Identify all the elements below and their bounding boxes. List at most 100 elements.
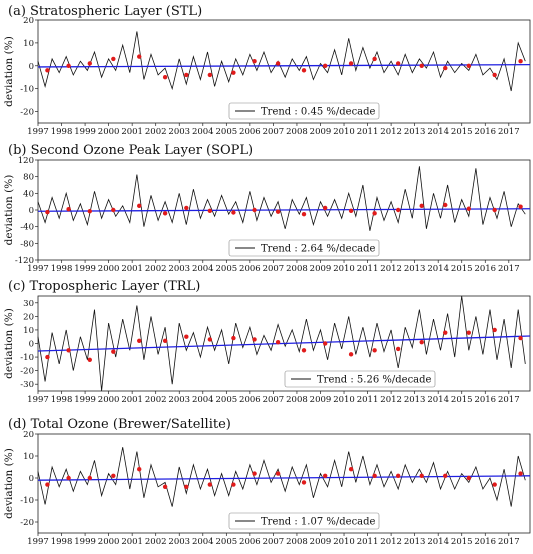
annual-point <box>45 354 50 360</box>
annual-point <box>111 349 116 354</box>
annual-point <box>348 208 354 214</box>
annual-point <box>372 348 377 353</box>
x-tick-label: 2010 <box>333 264 355 274</box>
annual-point <box>162 211 168 216</box>
annual-point <box>66 348 71 353</box>
y-tick-label: -80 <box>20 239 34 249</box>
annual-point <box>348 352 354 357</box>
y-tick-label: 20 <box>23 16 34 26</box>
legend-box <box>228 102 380 120</box>
x-tick-label: 1997 <box>27 264 49 274</box>
x-tick-label: 2007 <box>263 264 285 274</box>
annual-point <box>231 335 236 341</box>
y-tick-label: 0 <box>29 474 34 484</box>
annual-point <box>518 335 523 341</box>
y-tick-label: 0 <box>29 206 34 216</box>
x-tick-label: 2004 <box>192 264 214 274</box>
x-tick-label: 2010 <box>333 537 355 547</box>
annual-point <box>322 473 328 478</box>
x-tick-label: 2010 <box>333 127 355 137</box>
y-tick-label: 20 <box>23 430 34 440</box>
x-tick-label: 2006 <box>239 264 261 274</box>
annual-point <box>207 208 213 214</box>
annual-point <box>348 61 354 66</box>
y-tick-label: -10 <box>20 496 34 506</box>
x-tick-label: 2002 <box>145 264 167 274</box>
annual-point <box>137 54 142 59</box>
x-tick-label: 2012 <box>380 127 402 137</box>
annual-point <box>419 63 424 68</box>
annual-point <box>231 70 236 75</box>
annual-point <box>207 482 213 487</box>
annual-point <box>301 348 307 353</box>
trend-line <box>37 208 531 212</box>
annual-point <box>184 205 189 211</box>
annual-point <box>466 206 471 211</box>
annual-point <box>45 68 50 73</box>
legend-box <box>228 239 380 257</box>
annual-point <box>518 59 523 64</box>
x-tick-label: 1997 <box>27 395 49 405</box>
x-tick-label: 2017 <box>498 395 520 405</box>
x-tick-label: 2009 <box>310 264 332 274</box>
annual-point <box>66 206 71 212</box>
x-tick-label: 2002 <box>145 127 167 137</box>
x-tick-label: 2014 <box>427 395 449 405</box>
annual-point <box>231 482 236 487</box>
x-tick-label: 2003 <box>168 537 190 547</box>
x-tick-label: 2003 <box>168 395 190 405</box>
x-tick-label: 2016 <box>474 127 496 137</box>
x-tick-label: 1998 <box>51 127 73 137</box>
x-tick-label: 2012 <box>380 537 402 547</box>
x-tick-label: 2000 <box>98 127 120 137</box>
x-tick-label: 2016 <box>474 395 496 405</box>
x-tick-label: 2006 <box>239 127 261 137</box>
annual-point <box>372 211 377 216</box>
legend-box <box>284 370 436 388</box>
annual-point <box>66 63 71 68</box>
annual-point <box>466 63 471 68</box>
x-tick-label: 2001 <box>121 395 143 405</box>
x-tick-label: 2013 <box>404 537 426 547</box>
x-tick-label: 2013 <box>404 127 426 137</box>
x-tick-label: 2001 <box>121 127 143 137</box>
annual-point <box>87 475 92 481</box>
legend-label: Trend : 2.64 %/decade <box>261 244 376 255</box>
y-tick-label: -10 <box>20 85 34 95</box>
trend-line <box>37 335 531 352</box>
panel-b: (b) Second Ozone Peak Layer (SOPL) -120 -8… <box>3 143 531 274</box>
x-tick-label: 1999 <box>74 395 96 405</box>
annual-point <box>252 207 257 213</box>
annual-point <box>66 475 71 481</box>
legend-label: Trend : 1.07 %/decade <box>261 517 376 528</box>
annual-point <box>207 337 213 342</box>
annual-point <box>162 75 168 80</box>
x-tick-label: 2008 <box>286 537 308 547</box>
x-tick-label: 2001 <box>121 537 143 547</box>
y-tick-label: -10 <box>20 353 34 363</box>
annual-point <box>162 484 168 489</box>
legend-box <box>228 512 380 530</box>
annual-point <box>322 341 328 346</box>
annual-point <box>137 467 142 472</box>
series-line <box>37 31 526 92</box>
y-tick-label: -20 <box>20 108 34 118</box>
panel-title: (b) Second Ozone Peak Layer (SOPL) <box>8 143 253 158</box>
annual-point <box>231 210 236 215</box>
x-tick-label: 2011 <box>357 537 379 547</box>
panel-title: (d) Total Ozone (Brewer/Satellite) <box>8 417 231 432</box>
annual-point <box>45 482 50 487</box>
x-tick-label: 2011 <box>357 395 379 405</box>
annual-point <box>492 72 497 78</box>
x-tick-label: 1999 <box>74 264 96 274</box>
annual-point <box>492 207 497 213</box>
y-tick-label: 0 <box>29 62 34 72</box>
annual-point <box>301 480 307 485</box>
panel-title: (a) Stratospheric Layer (STL) <box>8 4 202 19</box>
panel-d: (d) Total Ozone (Brewer/Satellite) -20 -10… <box>3 417 531 547</box>
trend-line <box>37 475 531 481</box>
x-tick-label: 2009 <box>310 127 332 137</box>
annual-point <box>443 202 448 208</box>
